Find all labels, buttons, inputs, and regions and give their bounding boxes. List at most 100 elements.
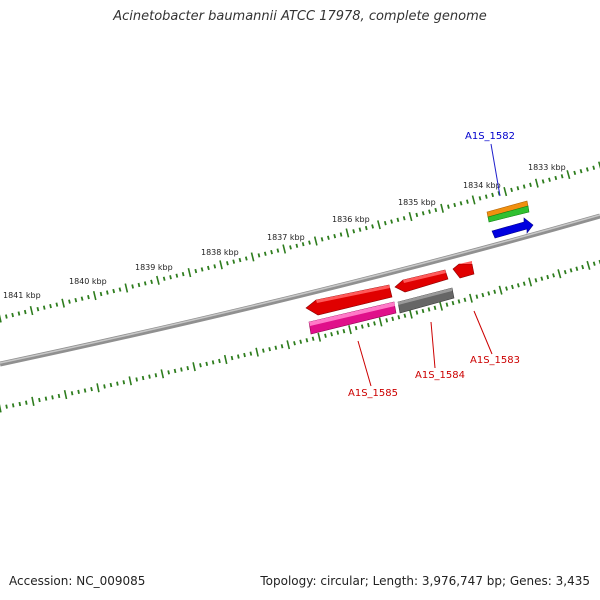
outer-ruler-minor-tick bbox=[510, 187, 513, 193]
inner-ruler-minor-tick bbox=[592, 261, 596, 266]
outer-ruler-minor-tick bbox=[17, 311, 21, 316]
inner-ruler-minor-tick bbox=[487, 291, 491, 296]
outer-ruler-minor-tick bbox=[11, 312, 14, 318]
inner-ruler-minor-tick bbox=[135, 377, 138, 382]
ruler-label-1835: 1835 kbp bbox=[398, 198, 436, 207]
inner-ruler-minor-tick bbox=[354, 325, 358, 331]
gene-label-a1s-1584[interactable]: A1S_1584 bbox=[415, 370, 465, 381]
inner-ruler-minor-tick bbox=[385, 318, 389, 323]
accession-label: Accession: NC_009085 bbox=[9, 574, 146, 588]
inner-ruler-minor-tick bbox=[51, 395, 54, 400]
inner-scale-ruler bbox=[0, 259, 600, 413]
ruler-label-1841: 1841 kbp bbox=[3, 291, 41, 300]
inner-ruler-minor-tick bbox=[262, 348, 265, 353]
ruler-label-1839: 1839 kbp bbox=[135, 263, 173, 272]
outer-ruler-minor-tick bbox=[276, 248, 280, 253]
outer-ruler-minor-tick bbox=[447, 204, 450, 209]
inner-ruler-minor-tick bbox=[540, 276, 544, 281]
outer-ruler-minor-tick bbox=[453, 202, 457, 208]
outer-ruler-minor-tick bbox=[320, 237, 324, 242]
gene-a1s-1584-grey-bar[interactable] bbox=[397, 287, 455, 314]
outer-ruler-minor-tick bbox=[396, 217, 400, 223]
outer-ruler-minor-tick bbox=[87, 294, 90, 300]
ruler-label-1834: 1834 kbp bbox=[463, 181, 501, 190]
outer-ruler-major-tick bbox=[0, 314, 2, 323]
outer-ruler-major-tick bbox=[282, 244, 287, 254]
inner-ruler-major-tick bbox=[0, 404, 2, 413]
ruler-label-1840: 1840 kbp bbox=[69, 277, 107, 286]
inner-ruler-minor-tick bbox=[511, 284, 514, 290]
inner-ruler-minor-tick bbox=[421, 308, 425, 314]
inner-ruler-minor-tick bbox=[546, 274, 550, 280]
outer-ruler-major-tick bbox=[440, 203, 444, 213]
inner-ruler-minor-tick bbox=[25, 400, 28, 405]
gene-a1s-1583-arrow[interactable] bbox=[452, 263, 475, 279]
outer-ruler-minor-tick bbox=[383, 220, 387, 226]
inner-ruler-minor-tick bbox=[90, 386, 93, 392]
inner-ruler-major-tick bbox=[348, 325, 352, 335]
genome-backbone-highlight bbox=[0, 214, 600, 364]
outer-ruler-minor-tick bbox=[42, 305, 46, 310]
outer-ruler-minor-tick bbox=[466, 199, 469, 204]
outer-ruler-major-tick bbox=[598, 161, 600, 169]
gene-a1s-1585-arrow[interactable] bbox=[305, 284, 393, 316]
outer-ruler-minor-tick bbox=[5, 314, 8, 319]
gene-label-a1s-1585[interactable]: A1S_1585 bbox=[348, 388, 398, 399]
feature-green-bar[interactable] bbox=[487, 205, 530, 223]
gene-label-a1s-1583[interactable]: A1S_1583 bbox=[470, 355, 520, 366]
inner-ruler-minor-tick bbox=[280, 344, 284, 349]
inner-ruler-minor-tick bbox=[451, 300, 455, 306]
gene-a1s-1583-top bbox=[459, 261, 472, 264]
gene-a1s-1584-top bbox=[403, 270, 446, 283]
outer-ruler-minor-tick bbox=[333, 233, 337, 239]
outer-ruler-minor-tick bbox=[162, 276, 166, 281]
inner-ruler-minor-tick bbox=[205, 361, 209, 367]
inner-ruler-major-tick bbox=[409, 309, 413, 319]
inner-ruler-minor-tick bbox=[463, 297, 467, 303]
outer-ruler-minor-tick bbox=[131, 284, 134, 289]
inner-ruler-minor-tick bbox=[457, 299, 461, 304]
inner-ruler-minor-tick bbox=[563, 269, 567, 275]
callout-a1s-1584 bbox=[430, 321, 436, 369]
outer-ruler-minor-tick bbox=[213, 264, 217, 269]
callout-a1s-1583 bbox=[473, 310, 493, 355]
inner-ruler-minor-tick bbox=[342, 328, 346, 334]
inner-ruler-minor-tick bbox=[373, 321, 376, 326]
outer-ruler-minor-tick bbox=[143, 281, 147, 286]
outer-ruler-minor-tick bbox=[226, 261, 229, 266]
ruler-label-1836: 1836 kbp bbox=[332, 215, 370, 224]
gene-label-a1s-1582[interactable]: A1S_1582 bbox=[465, 131, 515, 142]
gene-a1s-1584-grey-top bbox=[398, 288, 452, 305]
outer-ruler-minor-tick bbox=[175, 273, 179, 278]
outer-ruler-minor-tick bbox=[434, 207, 438, 213]
outer-ruler-minor-tick bbox=[421, 211, 425, 216]
outer-ruler-minor-tick bbox=[339, 232, 343, 237]
outer-ruler-major-tick bbox=[566, 170, 571, 180]
outer-ruler-minor-tick bbox=[522, 184, 526, 189]
inner-ruler-minor-tick bbox=[569, 268, 573, 273]
outer-ruler-minor-tick bbox=[200, 267, 204, 272]
ruler-label-1837: 1837 kbp bbox=[267, 233, 305, 242]
inner-ruler-minor-tick bbox=[575, 266, 579, 271]
outer-ruler-major-tick bbox=[503, 186, 508, 197]
inner-ruler-major-tick bbox=[469, 293, 473, 303]
inner-ruler-minor-tick bbox=[211, 360, 215, 365]
inner-ruler-minor-tick bbox=[218, 358, 221, 364]
inner-ruler-major-tick bbox=[439, 301, 443, 311]
ruler-label-1833: 1833 kbp bbox=[528, 163, 566, 172]
outer-ruler-minor-tick bbox=[491, 192, 494, 198]
inner-ruler-major-tick bbox=[557, 269, 562, 279]
inner-ruler-minor-tick bbox=[391, 316, 395, 322]
outer-ruler-minor-tick bbox=[80, 296, 84, 301]
outer-ruler-major-tick bbox=[345, 228, 350, 238]
outer-ruler-minor-tick bbox=[484, 194, 488, 199]
inner-ruler-minor-tick bbox=[505, 286, 508, 291]
inner-ruler-major-tick bbox=[586, 260, 591, 270]
inner-ruler-major-tick bbox=[317, 332, 322, 342]
outer-ruler-minor-tick bbox=[106, 290, 109, 295]
outer-ruler-major-tick bbox=[377, 220, 381, 230]
outer-ruler-minor-tick bbox=[415, 212, 419, 218]
gene-a1s-1582-arrow[interactable] bbox=[491, 217, 534, 239]
inner-ruler-major-tick bbox=[223, 354, 228, 365]
outer-ruler-minor-tick bbox=[238, 257, 242, 263]
